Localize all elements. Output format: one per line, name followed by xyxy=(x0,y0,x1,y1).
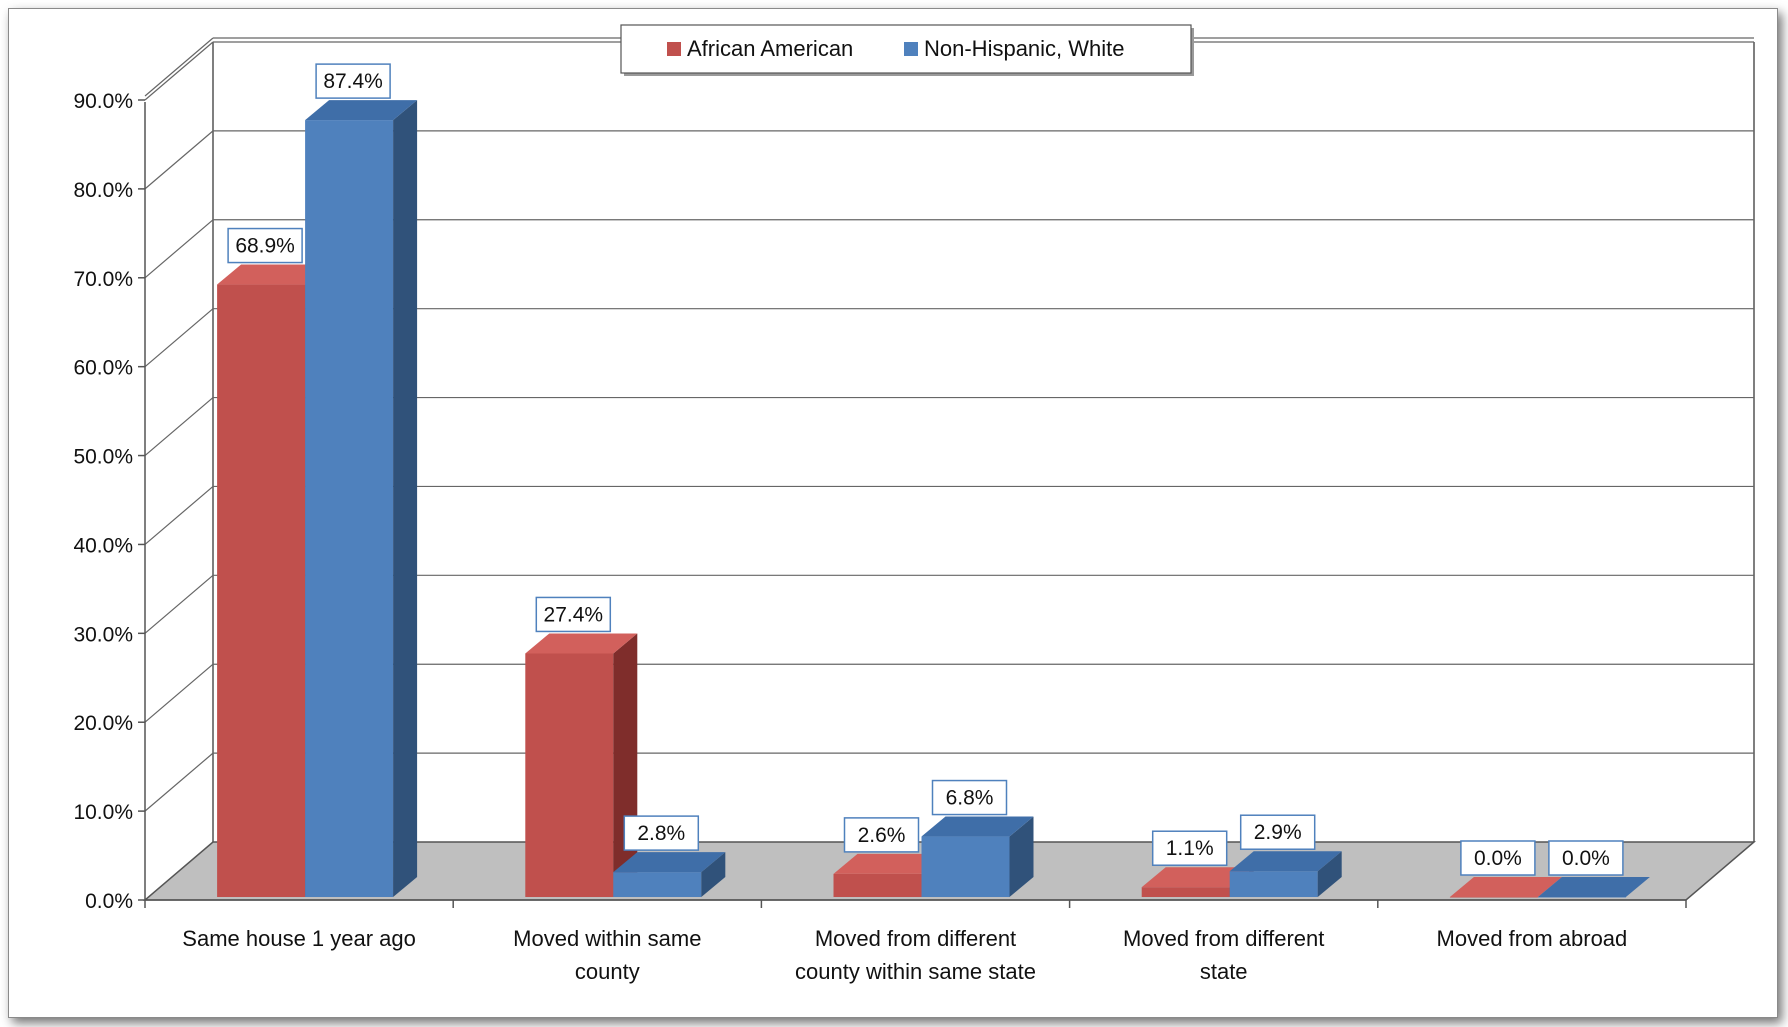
gridline-diagonal xyxy=(144,41,214,101)
gridline-diagonal xyxy=(144,663,214,723)
legend: African American Non-Hispanic, White xyxy=(620,24,1194,76)
bar-front xyxy=(1537,897,1626,898)
bar xyxy=(1229,851,1342,897)
data-label: 27.4% xyxy=(544,603,604,626)
data-label: 87.4% xyxy=(323,70,383,93)
legend-swatch xyxy=(904,42,918,56)
y-tick-label: 10.0% xyxy=(73,801,133,824)
x-tick-label: Moved within same xyxy=(513,926,701,951)
bar-top xyxy=(1141,867,1254,888)
bar xyxy=(1449,877,1562,898)
x-tick-label: Same house 1 year ago xyxy=(182,926,416,951)
bar-top xyxy=(217,264,330,285)
bar-top xyxy=(1229,851,1342,872)
y-tick-label: 90.0% xyxy=(73,90,133,113)
bar-front xyxy=(217,284,306,897)
gridline-diagonal xyxy=(144,130,214,190)
bar-front xyxy=(1449,897,1538,898)
bar-top xyxy=(305,100,418,121)
x-tick-label: Moved from different xyxy=(1123,926,1324,951)
bar-chart: 0.0% 10.0% 20.0% 30.0% 40.0% 50.0% 60.0% 70.0% 8… xyxy=(73,24,1757,984)
data-label: 1.1% xyxy=(1166,837,1214,860)
bar-top xyxy=(613,852,726,873)
data-label: 6.8% xyxy=(946,787,994,810)
bar-front xyxy=(1141,887,1230,897)
data-label-box xyxy=(227,227,303,264)
y-tick-label: 50.0% xyxy=(73,446,133,469)
y-tick-label: 60.0% xyxy=(73,357,133,380)
legend-label: Non-Hispanic, White xyxy=(924,36,1125,61)
x-tick-label: county xyxy=(575,959,640,984)
bar xyxy=(613,852,726,897)
bar xyxy=(921,816,1034,897)
bar-front xyxy=(613,872,702,897)
gridline-diagonal xyxy=(144,308,214,368)
data-label-box xyxy=(931,779,1008,816)
x-tick-label: county within same state xyxy=(795,959,1036,984)
data-labels: 68.9% 87.4% 27.4% 2.8% 2.6% 6.8% 1.1% 2.9% 0.0% 0… xyxy=(227,63,1624,876)
bar-front xyxy=(1229,871,1318,897)
data-label-box xyxy=(535,596,612,633)
bar-front xyxy=(525,653,614,897)
y-tick-label: 80.0% xyxy=(73,179,133,202)
data-label-box xyxy=(1239,814,1316,850)
bar-side xyxy=(1317,851,1342,897)
legend-swatch xyxy=(667,42,681,56)
bar-top xyxy=(1449,877,1562,897)
y-tick-label: 70.0% xyxy=(73,268,133,291)
data-label-box xyxy=(1460,840,1536,876)
bar-front xyxy=(833,873,922,897)
gridline-diagonal xyxy=(144,485,214,545)
x-tick-label: state xyxy=(1200,959,1248,984)
gridline-diagonal xyxy=(144,574,214,634)
data-label-box xyxy=(1151,830,1228,866)
bars xyxy=(217,100,1650,898)
bar-top xyxy=(1537,877,1650,897)
data-label-box xyxy=(843,817,920,853)
data-label: 2.9% xyxy=(1254,821,1302,844)
bar-side xyxy=(1009,816,1034,897)
bar-front xyxy=(921,836,1010,897)
gridline-diagonal xyxy=(144,752,214,812)
bar-top xyxy=(525,633,638,654)
y-tick-label: 30.0% xyxy=(73,623,133,646)
gridline-diagonal xyxy=(144,37,214,97)
chart-frame: 0.0% 10.0% 20.0% 30.0% 40.0% 50.0% 60.0% 70.0% 8… xyxy=(8,8,1778,1018)
gridline-diagonal xyxy=(144,397,214,457)
data-label: 0.0% xyxy=(1474,847,1522,870)
data-label-box xyxy=(1548,840,1624,876)
bar xyxy=(1537,877,1650,898)
y-tick-label: 0.0% xyxy=(85,890,133,913)
y-tick-label: 40.0% xyxy=(73,534,133,557)
data-label-box xyxy=(623,815,700,851)
bar-side xyxy=(701,852,726,897)
bar-top xyxy=(921,816,1034,837)
gridlines xyxy=(144,37,1754,812)
bar-top xyxy=(833,853,946,874)
data-label-box xyxy=(315,63,391,99)
x-tick-label: Moved from abroad xyxy=(1437,926,1628,951)
y-tick-label: 20.0% xyxy=(73,712,133,735)
data-label: 0.0% xyxy=(1562,847,1610,870)
bar xyxy=(525,633,638,897)
bar-front xyxy=(305,120,394,898)
gridline-diagonal xyxy=(144,219,214,279)
legend-label: African American xyxy=(687,36,853,61)
data-label: 68.9% xyxy=(235,235,295,258)
x-tick-label: Moved from different xyxy=(815,926,1016,951)
data-label: 2.8% xyxy=(637,822,685,845)
axes: 0.0% 10.0% 20.0% 30.0% 40.0% 50.0% 60.0% 70.0% 8… xyxy=(73,90,1687,984)
data-label: 2.6% xyxy=(858,824,906,847)
bar xyxy=(305,100,418,898)
bar-side xyxy=(393,100,418,898)
